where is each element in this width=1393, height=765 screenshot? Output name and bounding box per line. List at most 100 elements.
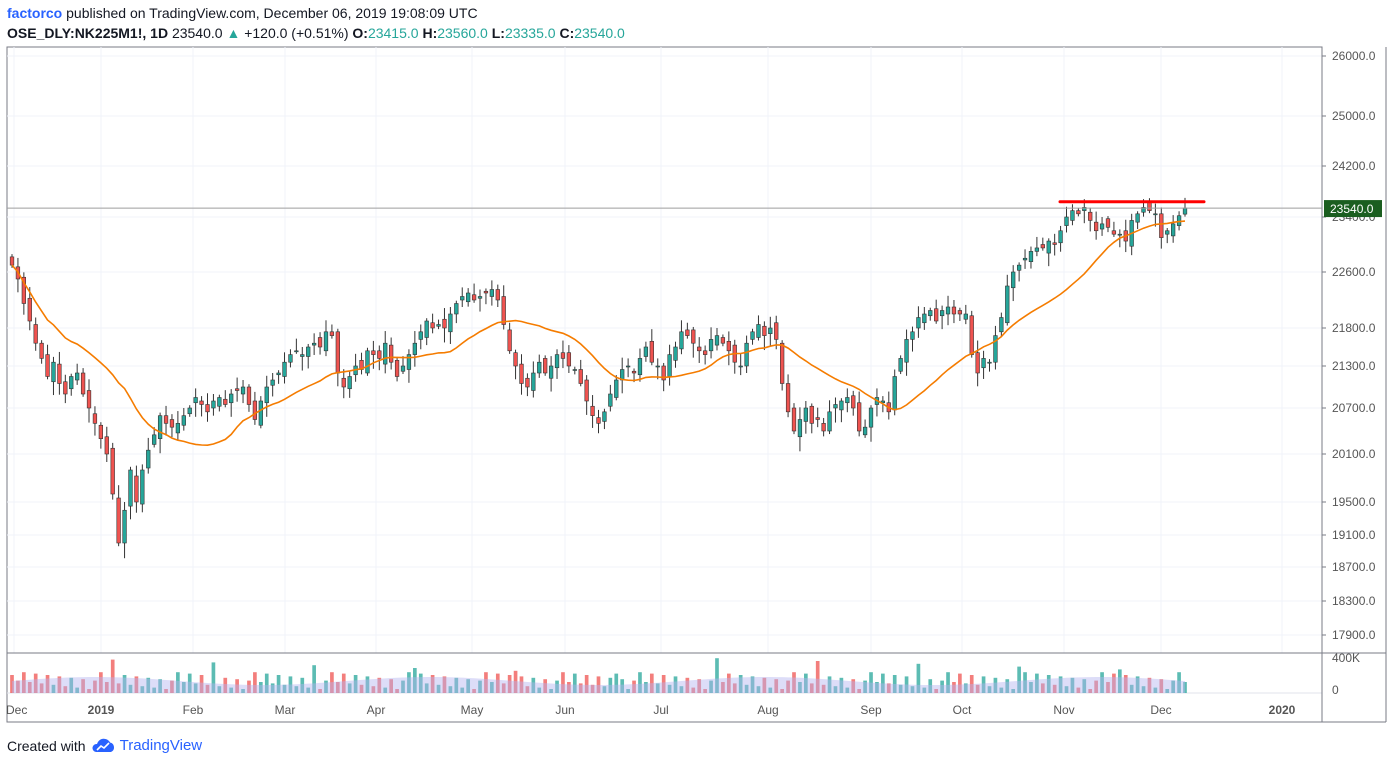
volume-ma-area xyxy=(12,677,1185,693)
volume-bar xyxy=(815,661,820,693)
candle-down xyxy=(791,403,797,693)
candle-body xyxy=(797,419,803,438)
volume-bar xyxy=(744,684,749,693)
candle-down xyxy=(1111,221,1117,693)
candle-up xyxy=(797,407,803,693)
candle-down xyxy=(389,337,394,693)
volume-bar xyxy=(809,683,814,693)
candle-body xyxy=(1171,223,1176,237)
volume-bar xyxy=(1046,675,1051,693)
candle-body xyxy=(294,350,299,353)
volume-bar xyxy=(762,677,767,693)
candle-body xyxy=(780,342,785,384)
volume-bar xyxy=(1023,672,1027,693)
candle-down xyxy=(785,374,791,693)
volume-bar xyxy=(768,687,773,693)
candle-body xyxy=(543,358,548,374)
volume-bar xyxy=(561,672,565,693)
volume-bar xyxy=(1040,683,1045,693)
volume-bar xyxy=(940,680,944,693)
ohlc-legend: OSE_DLY:NK225M1!, 1D 23540.0 ▲ +120.0 (+… xyxy=(7,25,625,41)
candle-body xyxy=(993,335,998,363)
volume-bar xyxy=(10,675,14,693)
symbol-label[interactable]: OSE_DLY:NK225M1!, 1D xyxy=(7,25,169,41)
candle-down xyxy=(584,375,589,693)
volume-bar xyxy=(318,689,322,693)
volume-bar xyxy=(270,683,275,693)
candles-group xyxy=(9,197,1188,693)
volume-bar xyxy=(881,673,885,693)
candle-body xyxy=(483,290,489,294)
candle-body xyxy=(205,404,210,413)
candle-body xyxy=(1082,207,1087,211)
candle-body xyxy=(679,331,684,350)
open-value: 23415.0 xyxy=(367,25,419,41)
candle-down xyxy=(697,337,702,693)
author-link[interactable]: factorco xyxy=(7,5,63,21)
last-price-badge-text: 23540.0 xyxy=(1330,202,1374,216)
candle-up xyxy=(637,348,643,693)
volume-tick-label: 400K xyxy=(1332,651,1360,665)
candle-body xyxy=(383,342,388,365)
candle-body xyxy=(157,415,163,439)
volume-bar xyxy=(620,679,625,693)
volume-bar xyxy=(602,686,607,693)
candle-down xyxy=(525,373,530,693)
candle-down xyxy=(596,409,601,693)
candle-body xyxy=(323,331,329,352)
candle-up xyxy=(294,338,299,693)
volume-bar xyxy=(626,689,630,693)
candle-body xyxy=(1046,240,1051,254)
candle-body xyxy=(98,424,104,439)
time-tick-label: Oct xyxy=(953,703,972,717)
volume-bar xyxy=(845,687,850,693)
candle-down xyxy=(1159,207,1164,693)
volume-bar xyxy=(632,680,636,693)
volume-bar xyxy=(614,673,619,693)
candle-up xyxy=(928,307,933,693)
time-tick-label: May xyxy=(461,703,484,717)
candle-body xyxy=(146,449,151,469)
volume-bar xyxy=(1094,680,1098,693)
candle-down xyxy=(821,417,826,693)
candle-down xyxy=(507,322,512,693)
change-arrow-icon: ▲ xyxy=(226,25,241,41)
candle-down xyxy=(969,310,974,693)
tradingview-brand-link[interactable]: TradingView xyxy=(119,737,203,754)
candle-down xyxy=(205,393,210,693)
volume-bar xyxy=(312,665,316,693)
candle-down xyxy=(857,391,862,693)
candle-body xyxy=(234,388,240,391)
candle-body xyxy=(857,402,862,432)
published-text: published on TradingView.com, December 0… xyxy=(66,5,478,21)
candle-body xyxy=(762,325,767,336)
candle-body xyxy=(39,342,44,359)
price-tick-label: 20700.0 xyxy=(1332,401,1376,415)
candle-up xyxy=(1171,215,1176,693)
candle-body xyxy=(898,358,903,372)
volume-bar xyxy=(436,684,441,693)
candle-down xyxy=(163,405,169,693)
volume-bar xyxy=(1141,686,1146,693)
volume-bar xyxy=(276,675,281,693)
volume-bar xyxy=(264,673,269,693)
candle-body xyxy=(726,340,731,352)
candle-down xyxy=(246,384,252,693)
candle-body xyxy=(975,352,980,374)
volume-bar xyxy=(993,677,998,693)
candle-up xyxy=(1135,211,1140,693)
volume-bar xyxy=(330,672,334,693)
candle-up xyxy=(987,359,992,693)
open-label: O: xyxy=(352,25,368,41)
volume-bar xyxy=(199,675,204,693)
candle-body xyxy=(1135,213,1140,223)
candle-body xyxy=(791,407,797,432)
candle-body xyxy=(566,352,572,367)
candle-body xyxy=(1159,213,1164,238)
price-tick-label: 24200.0 xyxy=(1332,159,1376,173)
volume-bar xyxy=(128,684,133,693)
volume-bar xyxy=(987,686,992,693)
candle-body xyxy=(389,344,394,363)
candle-body xyxy=(377,350,382,359)
